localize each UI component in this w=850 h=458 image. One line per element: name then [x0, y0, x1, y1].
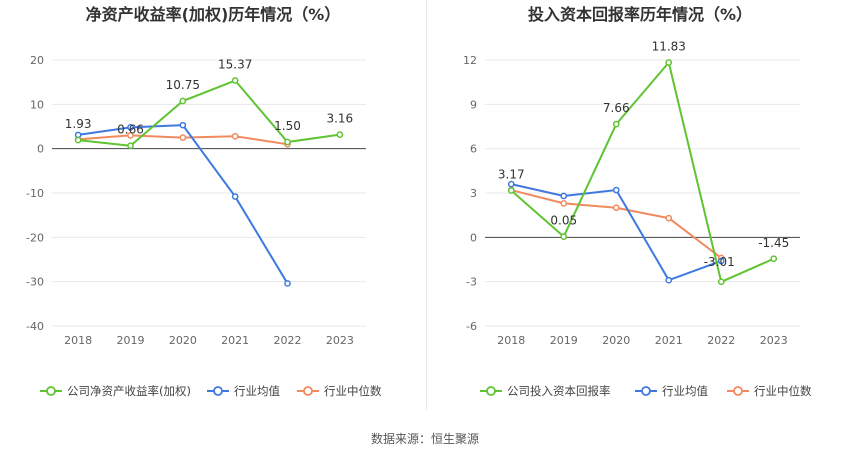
x-tick-label: 2023: [326, 334, 354, 347]
y-tick-label: 6: [470, 143, 477, 156]
data-point: [284, 138, 291, 146]
x-tick-label: 2022: [707, 334, 735, 347]
y-tick-label: 10: [30, 98, 44, 111]
data-point: [560, 233, 568, 240]
data-point: [507, 180, 515, 188]
data-point: [74, 136, 82, 144]
y-tick-label: -6: [466, 320, 477, 333]
x-tick-label: 2020: [169, 334, 197, 347]
data-label: 10.75: [166, 78, 200, 92]
data-point: [127, 132, 134, 139]
data-point: [336, 131, 344, 139]
data-point: [179, 134, 187, 141]
data-label: 3.17: [498, 167, 525, 181]
data-point: [612, 204, 620, 212]
y-tick-label: 3: [470, 187, 477, 200]
y-tick-label: -30: [26, 276, 44, 289]
y-tick-label: 20: [30, 54, 44, 67]
chart-title: 投入资本回报率历年情况（%）: [528, 5, 752, 24]
data-point: [560, 199, 568, 207]
x-tick-label: 2022: [274, 334, 302, 347]
legend-label: 公司净资产收益率(加权): [67, 384, 191, 398]
y-tick-label: -10: [26, 187, 44, 200]
x-tick-label: 2019: [117, 334, 145, 347]
data-point: [560, 192, 568, 200]
data-point: [127, 124, 134, 131]
legend-marker: [303, 386, 313, 396]
y-tick-label: -20: [26, 231, 44, 244]
data-point: [717, 257, 725, 265]
data-point: [74, 131, 82, 139]
data-label: 1.93: [65, 117, 92, 131]
data-point: [179, 97, 187, 105]
y-tick-label: 0: [470, 231, 477, 244]
data-point: [231, 77, 239, 84]
x-tick-label: 2018: [497, 334, 525, 347]
x-tick-label: 2020: [602, 334, 630, 347]
data-point: [179, 121, 187, 129]
series-line-1: [510, 60, 775, 284]
x-tick-label: 2021: [221, 334, 249, 347]
series-line-1: [78, 79, 340, 147]
data-point: [127, 142, 134, 150]
legend-marker: [46, 386, 56, 396]
data-label: 1.50: [274, 119, 301, 133]
chart-title: 净资产收益率(加权)历年情况（%）: [86, 5, 341, 24]
panel-divider: [426, 0, 427, 410]
x-tick-label: 2021: [655, 334, 683, 347]
data-label: -3.01: [704, 255, 735, 269]
y-tick-label: 9: [470, 98, 477, 111]
data-label: 7.66: [603, 101, 630, 115]
data-point: [612, 120, 620, 128]
data-label: 3.16: [326, 112, 353, 126]
data-label: 0.05: [550, 214, 577, 228]
data-point: [665, 276, 673, 284]
data-point: [665, 214, 673, 222]
y-tick-label: -3: [466, 276, 477, 289]
y-tick-label: 12: [463, 54, 477, 67]
data-point: [665, 59, 673, 66]
legend-label: 行业中位数: [324, 384, 382, 398]
y-tick-label: 0: [37, 143, 44, 156]
data-label: 11.83: [652, 40, 686, 54]
data-label: 0.66: [117, 123, 144, 137]
chart-panel-1: 净资产收益率(加权)历年情况（%） 20 10 0 -10 -20 -30 -40 2018 20…: [26, 5, 382, 398]
legend-marker: [213, 386, 223, 396]
x-tick-label: 2019: [550, 334, 578, 347]
data-point: [770, 255, 778, 263]
data-point: [507, 187, 515, 194]
data-label: -1.45: [758, 236, 789, 250]
series-line-3: [511, 189, 722, 259]
legend-label: 行业均值: [662, 384, 708, 398]
legend-marker: [641, 386, 651, 396]
legend-marker: [733, 386, 743, 396]
data-label: 15.37: [218, 58, 252, 72]
data-point: [231, 132, 239, 140]
legend-marker: [486, 386, 496, 396]
legend-label: 行业中位数: [754, 384, 812, 398]
legend-label: 公司投入资本回报率: [507, 384, 611, 398]
source-note: 数据来源：恒生聚源: [370, 432, 479, 446]
data-point: [231, 193, 239, 200]
legend-label: 行业均值: [234, 384, 280, 398]
x-tick-label: 2023: [760, 334, 788, 347]
data-point: [612, 186, 620, 194]
data-point: [284, 280, 291, 287]
y-tick-label: -40: [26, 320, 44, 333]
chart-panel-2: 投入资本回报率历年情况（%） 12 9 6 3 0 -3 -6 2018 2019 2020 2021…: [463, 5, 812, 398]
data-point: [717, 278, 725, 286]
x-tick-label: 2018: [64, 334, 92, 347]
